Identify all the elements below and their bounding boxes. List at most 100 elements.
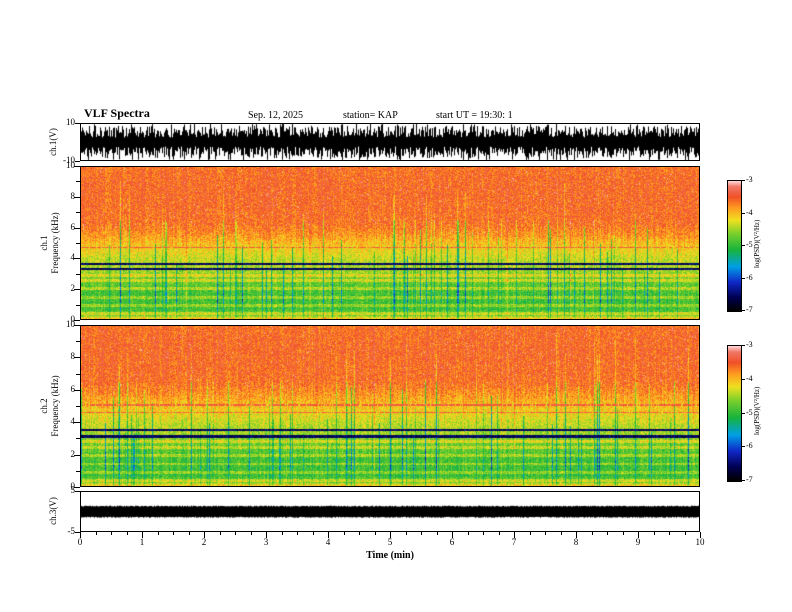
ch3-waveform-panel [80,491,700,532]
y-tick [74,289,80,291]
colorbar-tick [741,345,745,346]
y-tick-label: 10 [66,160,75,170]
x-tick-label: 10 [695,537,705,547]
colorbar-tick-label: -4 [746,373,753,383]
x-tick [266,532,267,538]
figure-title: VLF Spectra [84,106,150,120]
y-tick-label: 0 [70,481,76,491]
x-tick-label: 8 [573,537,579,547]
y-tick [75,161,80,162]
ch2-colorbar [727,345,742,482]
colorbar-tick-label: -6 [746,441,753,451]
y-minor-tick [76,470,80,472]
y-tick-label: 5 [70,485,76,495]
y-tick-label: 4 [70,252,76,263]
y-tick-label: 10 [66,319,75,329]
x-minor-tick [312,532,314,535]
x-minor-tick [545,532,546,535]
x-minor-tick [405,532,407,535]
y-tick-label: 8 [70,351,76,362]
y-tick-label: 10 [66,117,75,127]
x-minor-tick [421,532,422,535]
x-tick [514,532,515,538]
x-minor-tick [343,532,345,535]
x-minor-tick [219,532,221,535]
y-tick-label: 6 [70,383,76,394]
y-tick [74,258,80,260]
y-tick [75,491,80,492]
ch1-waveform-panel [80,123,700,161]
x-tick [638,532,639,538]
x-tick-label: 1 [139,537,145,547]
ch1-spectrogram-canvas [81,167,699,319]
x-minor-tick [188,532,190,535]
y-tick [75,123,80,124]
y-tick-label: 0 [70,314,76,324]
y-minor-tick [76,243,80,244]
x-minor-tick [157,532,159,535]
x-minor-tick [467,532,469,535]
x-tick [700,532,701,538]
y-tick [74,454,80,456]
x-minor-tick [669,532,670,535]
x-minor-tick [374,532,376,535]
x-tick-label: 7 [511,537,517,547]
ch3-waveform-canvas [81,492,699,531]
x-minor-tick [281,532,283,535]
x-tick-label: 2 [201,537,207,547]
x-minor-tick [607,532,608,535]
colorbar-tick-label: -5 [746,240,753,249]
y-tick-label: -10 [63,155,75,165]
colorbar-tick [741,378,745,380]
x-tick-label: 3 [263,537,269,547]
y-minor-tick [76,373,80,375]
x-tick-label: 9 [635,537,641,547]
y-tick [74,357,80,359]
x-minor-tick [684,532,686,535]
x-minor-tick [653,532,655,535]
colorbar-tick [741,212,745,214]
y-tick [74,422,80,424]
x-minor-tick [483,532,484,535]
x-minor-tick [297,532,298,535]
x-minor-tick [111,532,112,535]
x-minor-tick [591,532,593,535]
x-tick [576,532,577,538]
colorbar-tick [741,180,745,181]
x-minor-tick [126,532,128,535]
colorbar-tick [741,277,745,279]
x-minor-tick [622,532,624,535]
x-minor-tick [173,532,174,535]
y-tick-label: 6 [70,221,76,232]
ch2-spectrogram-panel [80,325,700,487]
x-tick [452,532,453,538]
y-tick [74,166,80,167]
x-minor-tick [529,532,531,535]
ch1-waveform-canvas [81,124,699,160]
y-tick [75,532,80,533]
x-minor-tick [560,532,562,535]
y-tick-label: 4 [70,416,76,427]
header-start-ut: start UT = 19:30: 1 [436,110,513,121]
x-minor-tick [95,532,97,535]
y-minor-tick [76,212,80,214]
colorbar-tick-label: -7 [746,475,753,484]
y-minor-tick [76,341,80,343]
x-axis-label: Time (min) [366,550,414,561]
colorbar-tick [741,480,745,481]
x-tick [204,532,205,538]
y-tick [74,227,80,229]
x-minor-tick [235,532,236,535]
y-minor-tick [76,304,80,306]
colorbar-tick-label: -3 [746,340,753,349]
colorbar-tick [741,412,745,414]
x-minor-tick [250,532,252,535]
colorbar-tick [741,245,745,246]
x-tick-label: 0 [77,537,83,547]
x-tick [390,532,391,538]
x-minor-tick [498,532,500,535]
y-tick-label: -5 [67,526,76,536]
ch1-colorbar [727,180,742,312]
ch1-spectrogram-panel [80,166,700,320]
